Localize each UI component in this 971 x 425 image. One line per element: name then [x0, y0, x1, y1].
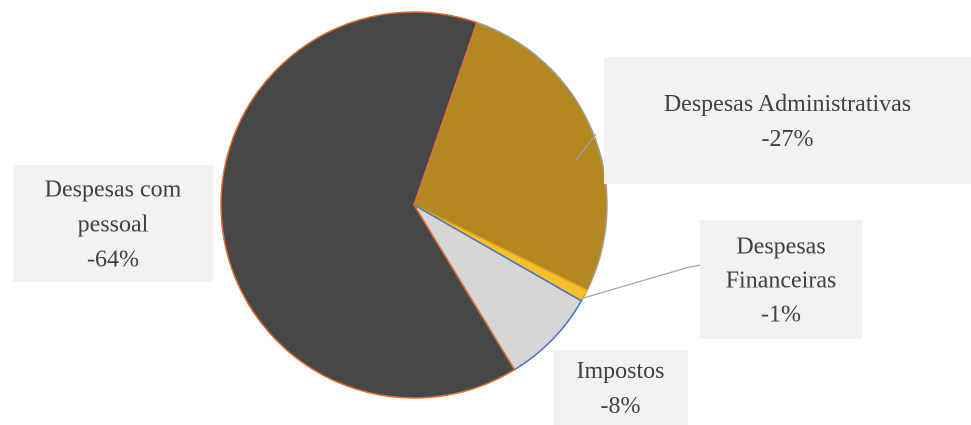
pie-slices	[220, 11, 608, 399]
data-label-text-2-0: Impostos	[576, 358, 664, 384]
data-label-text-0-0: Despesas Administrativas	[664, 91, 911, 117]
leader-line-0	[575, 133, 597, 161]
data-label-text-1-2: -1%	[761, 302, 801, 328]
pie-slice-0	[413, 21, 608, 291]
data-labels: Despesas Administrativas -27% Despesas Fina…	[13, 57, 971, 425]
data-label-3: Despesas com pessoal -64%	[13, 165, 213, 282]
data-label-box-0	[604, 57, 971, 184]
leader-line-1	[579, 264, 701, 300]
data-label-box-2	[553, 350, 688, 425]
data-label-text-3-0: Despesas com	[45, 177, 182, 203]
data-label-0: Despesas Administrativas -27%	[604, 57, 971, 184]
data-label-box-1	[700, 220, 862, 339]
pie-slice-3	[220, 11, 516, 399]
data-label-text-1-0: Despesas	[736, 234, 825, 260]
data-label-2: Impostos -8%	[553, 350, 688, 425]
data-label-text-0-1: -27%	[762, 126, 814, 152]
data-label-1: Despesas Financeiras -1%	[700, 220, 862, 339]
data-label-text-2-1: -8%	[601, 393, 641, 419]
data-label-box-3	[13, 165, 213, 282]
data-label-text-1-1: Financeiras	[726, 268, 837, 294]
data-label-text-3-2: -64%	[87, 247, 139, 273]
pie-slice-2	[413, 204, 583, 371]
data-label-text-3-1: pessoal	[78, 212, 149, 238]
